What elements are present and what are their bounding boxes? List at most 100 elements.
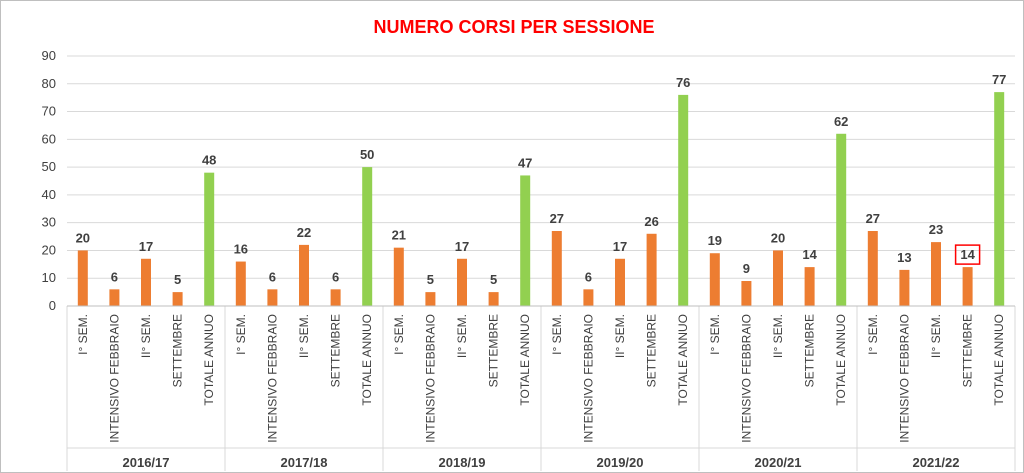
group-label: 2018/19 [439, 455, 486, 470]
category-label: SETTEMBRE [803, 314, 817, 387]
y-tick-label: 40 [42, 187, 56, 202]
group-label: 2021/22 [913, 455, 960, 470]
category-label: II° SEM. [297, 314, 311, 358]
category-label: I° SEM. [392, 314, 406, 355]
category-label: TOTALE ANNUO [834, 314, 848, 406]
data-label: 77 [992, 72, 1006, 87]
category-label: II° SEM. [139, 314, 153, 358]
data-label: 19 [708, 233, 722, 248]
data-label: 5 [427, 272, 434, 287]
y-tick-label: 80 [42, 76, 56, 91]
group-label: 2020/21 [755, 455, 802, 470]
total-bar [836, 133, 847, 306]
data-label: 50 [360, 147, 374, 162]
session-bar [615, 258, 625, 306]
category-label: II° SEM. [613, 314, 627, 358]
session-bar [267, 289, 278, 306]
session-bar [867, 231, 878, 306]
group-label: 2019/20 [597, 455, 644, 470]
data-label: 6 [332, 269, 339, 284]
data-label: 76 [676, 75, 690, 90]
data-labels: 20 6 17 5 48 16 6 22 6 50 21 5 17 5 47 27 6 17 26 76 19 9 20 14… [76, 72, 1007, 287]
session-bar [741, 281, 752, 306]
category-label: TOTALE ANNUO [992, 314, 1006, 406]
data-label: 16 [234, 242, 248, 257]
data-label: 20 [76, 230, 90, 245]
session-bar [488, 292, 499, 306]
category-label: I° SEM. [550, 314, 564, 355]
session-bar [109, 289, 120, 306]
category-label: I° SEM. [234, 314, 248, 355]
category-label: TOTALE ANNUO [202, 314, 216, 406]
session-bar [235, 261, 246, 306]
category-label: INTENSIVO FEBBRAIO [581, 314, 595, 443]
session-bar [77, 250, 88, 306]
category-label: SETTEMBRE [645, 314, 659, 387]
data-label: 26 [644, 214, 658, 229]
category-label: II° SEM. [771, 314, 785, 358]
session-bar [931, 242, 941, 306]
category-label: TOTALE ANNUO [360, 314, 374, 406]
session-bar [804, 267, 815, 306]
group-label: 2016/17 [123, 455, 170, 470]
category-label: II° SEM. [455, 314, 469, 358]
session-bar [962, 267, 973, 306]
category-label: INTENSIVO FEBBRAIO [107, 314, 121, 443]
category-label: SETTEMBRE [961, 314, 975, 387]
total-bar [204, 172, 215, 306]
session-bar [425, 292, 436, 306]
category-label: INTENSIVO FEBBRAIO [739, 314, 753, 443]
data-label: 14 [960, 247, 975, 262]
data-label: 20 [771, 230, 785, 245]
y-axis: 0 10 20 30 40 50 60 70 80 90 [42, 48, 56, 313]
y-tick-label: 90 [42, 48, 56, 63]
category-label: II° SEM. [929, 314, 943, 358]
y-tick-label: 20 [42, 242, 56, 257]
data-label: 5 [174, 272, 181, 287]
data-label: 27 [866, 211, 880, 226]
y-tick-label: 60 [42, 131, 56, 146]
category-label: INTENSIVO FEBBRAIO [265, 314, 279, 443]
y-tick-label: 0 [49, 298, 56, 313]
data-label: 17 [613, 239, 627, 254]
bars [77, 92, 1005, 306]
session-bar [583, 289, 594, 306]
group-label: 2017/18 [281, 455, 328, 470]
data-label: 62 [834, 114, 848, 129]
session-bar [299, 244, 309, 306]
data-label: 48 [202, 153, 216, 168]
y-tick-label: 30 [42, 215, 56, 230]
y-tick-label: 10 [42, 270, 56, 285]
session-bar [773, 250, 783, 306]
session-bar [646, 233, 657, 306]
data-label: 6 [585, 269, 592, 284]
data-label: 23 [929, 222, 943, 237]
category-label: I° SEM. [76, 314, 90, 355]
total-bar [678, 94, 689, 306]
session-bar [709, 253, 720, 306]
session-bar [899, 269, 910, 306]
x-axis: I° SEM. INTENSIVO FEBBRAIO II° SEM. SETTEMB… [66, 305, 1016, 471]
category-label: I° SEM. [866, 314, 880, 355]
y-tick-label: 70 [42, 104, 56, 119]
category-label: INTENSIVO FEBBRAIO [423, 314, 437, 443]
session-bar [172, 292, 183, 306]
data-label: 17 [455, 239, 469, 254]
category-label: TOTALE ANNUO [518, 314, 532, 406]
category-label: SETTEMBRE [487, 314, 501, 387]
data-label: 14 [802, 247, 817, 262]
data-label: 6 [269, 269, 276, 284]
category-label: I° SEM. [708, 314, 722, 355]
data-label: 6 [111, 269, 118, 284]
data-label: 47 [518, 155, 532, 170]
y-tick-label: 50 [42, 159, 56, 174]
data-label: 9 [743, 261, 750, 276]
data-label: 27 [550, 211, 564, 226]
session-bar [551, 231, 562, 306]
highlight-box [954, 244, 981, 265]
session-bar [393, 247, 404, 306]
session-bar [330, 289, 341, 306]
session-bar [457, 258, 467, 306]
chart-title: NUMERO CORSI PER SESSIONE [373, 17, 654, 37]
